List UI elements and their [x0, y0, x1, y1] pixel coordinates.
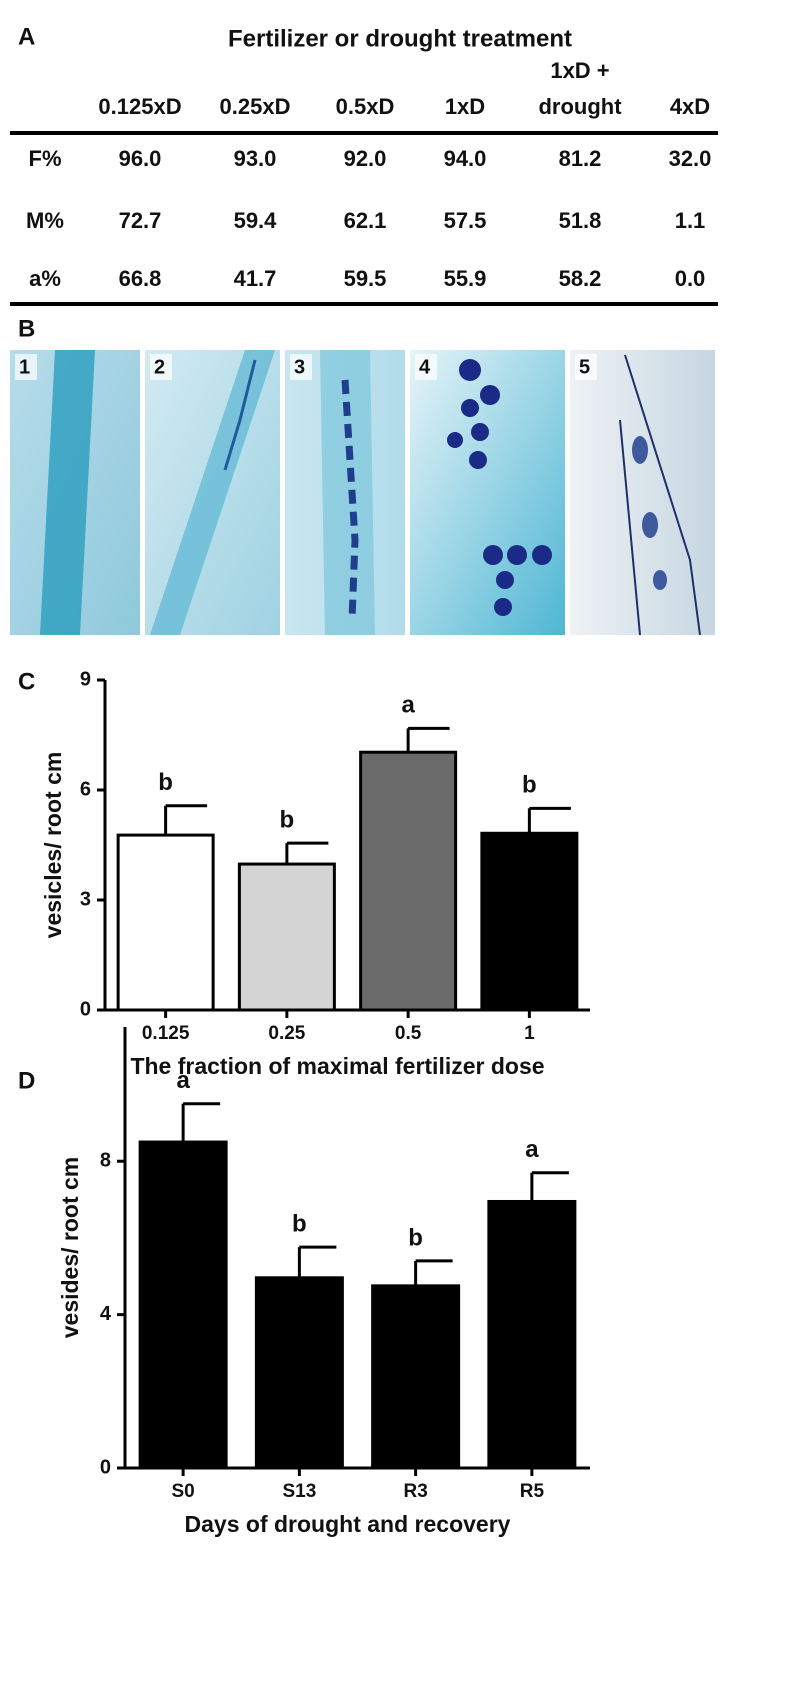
- table-cell: 55.9: [444, 266, 487, 291]
- x-tick-label: S13: [282, 1481, 316, 1502]
- bar: [480, 831, 579, 1012]
- image-label: 2: [154, 356, 165, 378]
- micrographs: [10, 350, 715, 636]
- y-tick-label: 0: [80, 998, 91, 1020]
- table-cell: 94.0: [444, 146, 487, 171]
- row-label: F%: [29, 146, 62, 171]
- column-header: 1xD: [445, 94, 485, 119]
- significance-letter: b: [280, 807, 295, 834]
- image-label-bg: [415, 354, 437, 380]
- significance-letter: b: [158, 769, 173, 796]
- table-cell: 51.8: [559, 208, 602, 233]
- column-header: 0.125xD: [98, 94, 181, 119]
- table-cell: 1.1: [675, 208, 706, 233]
- image-label: 5: [579, 356, 590, 378]
- column-header: 0.5xD: [336, 94, 395, 119]
- x-tick-label: R5: [520, 1481, 545, 1502]
- image-label-bg: [290, 354, 312, 380]
- table-cell: 72.7: [119, 208, 162, 233]
- table-cell: 59.5: [344, 266, 387, 291]
- table-title: Fertilizer or drought treatment: [228, 25, 572, 52]
- y-tick-label: 0: [100, 1456, 111, 1478]
- y-tick-label: 6: [80, 778, 91, 800]
- image-label: 3: [294, 356, 305, 378]
- panel-label: D: [18, 1067, 35, 1094]
- panel-label: B: [18, 315, 35, 342]
- table-rule: [10, 131, 718, 135]
- y-tick-label: 8: [100, 1149, 111, 1171]
- panel-label: A: [18, 23, 35, 50]
- x-tick-label: 0.125: [142, 1023, 190, 1044]
- y-tick-label: 4: [100, 1303, 112, 1325]
- y-tick-label: 9: [80, 668, 91, 690]
- bar: [138, 1140, 228, 1470]
- bar: [359, 750, 458, 1012]
- x-axis-label: Days of drought and recovery: [185, 1511, 511, 1537]
- image-label-bg: [150, 354, 172, 380]
- column-header: drought: [538, 94, 622, 119]
- image-label-bg: [15, 354, 37, 380]
- y-axis-label: vesicles/ root cm: [40, 752, 66, 939]
- table-cell: 59.4: [234, 208, 278, 233]
- image-label: 4: [419, 356, 431, 378]
- image-label: 1: [19, 356, 30, 378]
- table-cell: 92.0: [344, 146, 387, 171]
- x-tick-label: R3: [403, 1481, 427, 1502]
- panel-label: C: [18, 668, 35, 695]
- x-tick-label: 1: [524, 1023, 535, 1044]
- significance-letter: b: [522, 772, 537, 799]
- table-cell: 93.0: [234, 146, 277, 171]
- y-tick-label: 3: [80, 888, 91, 910]
- significance-letter: a: [401, 692, 415, 719]
- bar: [254, 1276, 344, 1470]
- table-cell: 66.8: [119, 266, 162, 291]
- column-header: 4xD: [670, 94, 710, 119]
- x-tick-label: 0.25: [268, 1023, 305, 1044]
- significance-letter: a: [525, 1136, 539, 1163]
- table-cell: 81.2: [559, 146, 602, 171]
- x-tick-label: 0.5: [395, 1023, 422, 1044]
- bar: [237, 862, 336, 1012]
- x-tick-label: S0: [172, 1481, 195, 1502]
- significance-letter: b: [408, 1224, 423, 1251]
- column-header: 1xD +: [550, 58, 609, 83]
- row-label: a%: [29, 266, 61, 291]
- column-header: 0.25xD: [220, 94, 291, 119]
- significance-letter: b: [292, 1210, 307, 1237]
- table-cell: 57.5: [444, 208, 487, 233]
- significance-letter: a: [176, 1067, 190, 1094]
- table-cell: 58.2: [559, 266, 602, 291]
- table-cell: 32.0: [669, 146, 712, 171]
- table-cell: 41.7: [234, 266, 277, 291]
- table-rule: [10, 302, 718, 306]
- y-axis-label: vesides/ root cm: [57, 1157, 83, 1339]
- x-axis-label: The fraction of maximal fertilizer dose: [130, 1053, 544, 1079]
- bar: [371, 1284, 461, 1470]
- image-label-bg: [575, 354, 597, 380]
- table-cell: 62.1: [344, 208, 387, 233]
- table-cell: 0.0: [675, 266, 706, 291]
- bar: [487, 1199, 577, 1470]
- table-cell: 96.0: [119, 146, 162, 171]
- bar: [116, 833, 215, 1012]
- row-label: M%: [26, 208, 64, 233]
